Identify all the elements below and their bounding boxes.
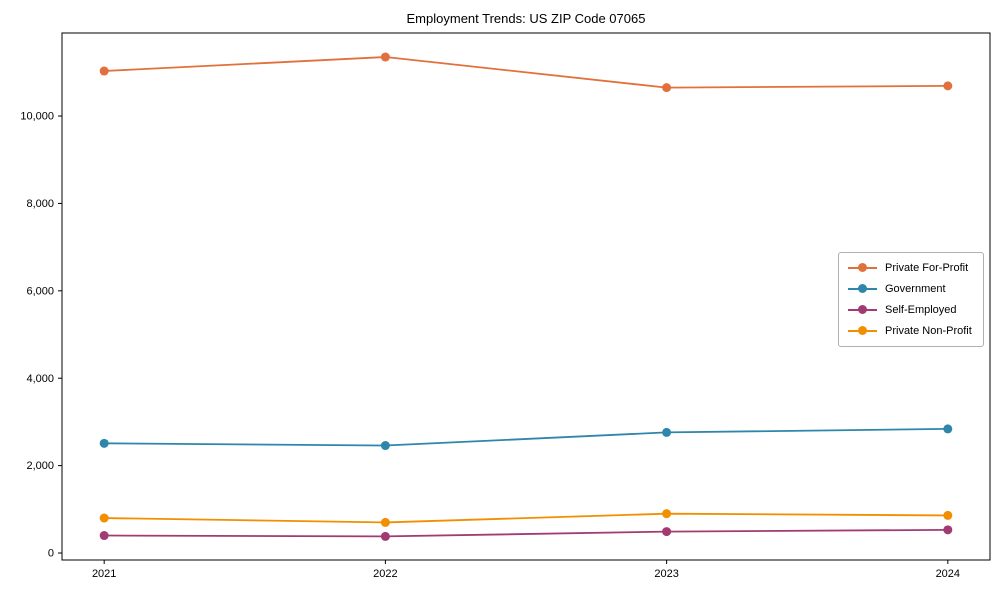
x-axis-tick-label: 2021 <box>92 568 116 580</box>
legend-label: Self-Employed <box>885 304 957 316</box>
data-point-self-employed <box>99 531 109 541</box>
data-point-private-for-profit <box>662 83 672 93</box>
y-axis-tick-label: 2,000 <box>26 460 54 472</box>
legend-label: Government <box>885 283 946 295</box>
series-line-government <box>104 428 948 447</box>
x-axis-tick-label: 2024 <box>936 568 960 580</box>
legend-label: Private For-Profit <box>885 262 969 274</box>
series-line-private-for-profit <box>104 56 948 89</box>
y-axis-tick-label: 10,000 <box>20 111 54 123</box>
legend-item: Government <box>848 282 973 296</box>
data-point-private-for-profit <box>99 66 109 76</box>
series-line-private-non-profit <box>104 512 948 524</box>
data-point-government <box>943 424 953 434</box>
legend-item: Private For-Profit <box>848 261 973 275</box>
data-point-self-employed <box>380 531 390 541</box>
data-point-private-for-profit <box>380 52 390 62</box>
plot-border <box>61 32 991 561</box>
data-point-private-non-profit <box>943 510 953 520</box>
y-axis-tick-label: 4,000 <box>26 373 54 385</box>
legend-marker-icon <box>848 324 877 338</box>
data-point-private-non-profit <box>662 509 672 519</box>
legend-label: Private Non-Profit <box>885 325 972 337</box>
x-axis-tick-label: 2023 <box>654 568 678 580</box>
y-axis-tick-label: 8,000 <box>26 198 54 210</box>
data-point-self-employed <box>943 525 953 535</box>
x-axis-tick-label: 2022 <box>373 568 397 580</box>
data-point-private-non-profit <box>99 513 109 523</box>
legend-marker-icon <box>848 303 877 317</box>
series-line-self-employed <box>104 528 948 538</box>
y-axis-tick-label: 6,000 <box>26 285 54 297</box>
data-point-government <box>662 427 672 437</box>
legend-item: Self-Employed <box>848 303 973 317</box>
legend-item: Private Non-Profit <box>848 324 973 338</box>
data-point-private-for-profit <box>943 81 953 91</box>
legend-marker-icon <box>848 261 877 275</box>
legend-marker-icon <box>848 282 877 296</box>
y-axis-tick-label: 0 <box>48 548 54 560</box>
data-point-self-employed <box>662 527 672 537</box>
data-point-government <box>380 441 390 451</box>
data-point-private-non-profit <box>380 517 390 527</box>
data-point-government <box>99 438 109 448</box>
legend: Private For-Profit Government Self-Emplo… <box>838 252 984 347</box>
chart-title: Employment Trends: US ZIP Code 07065 <box>406 11 646 26</box>
